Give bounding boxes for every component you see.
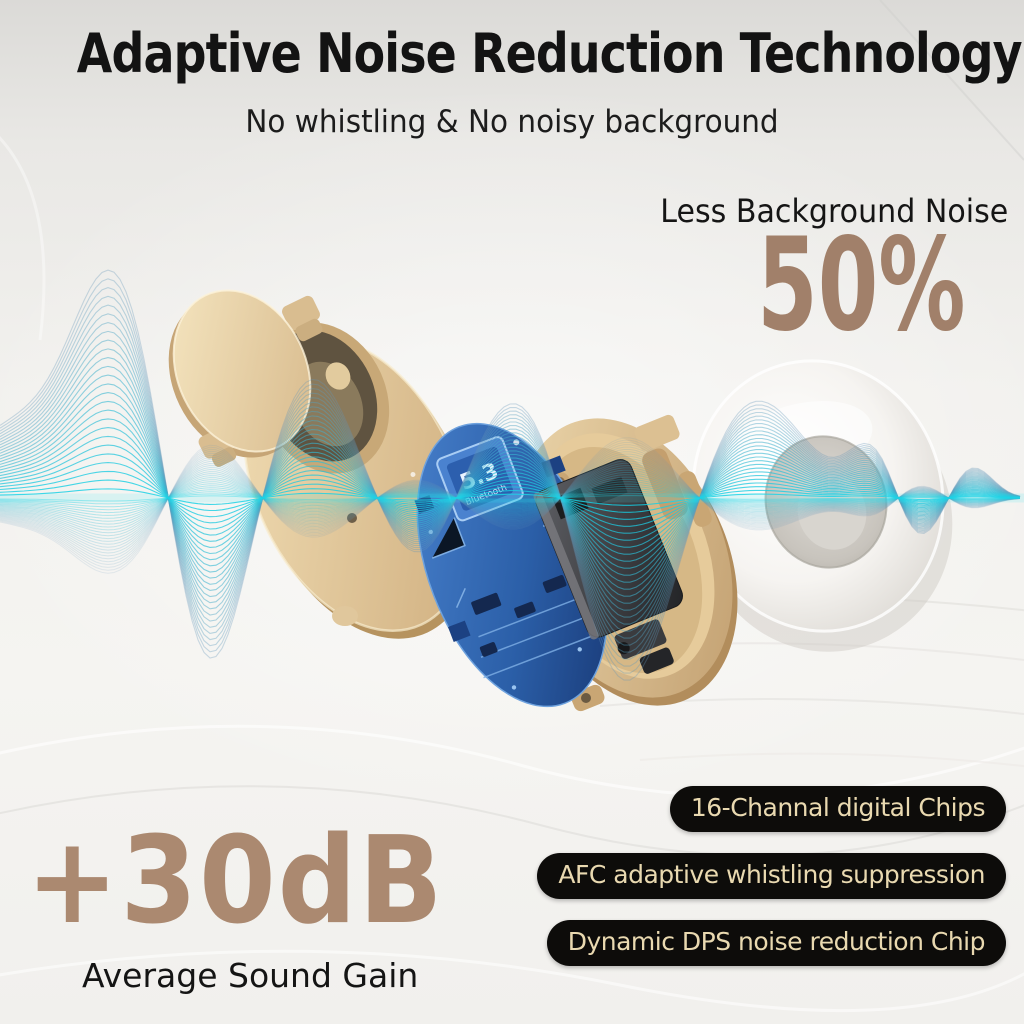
noise-stat-value: 50% [756,211,966,360]
feature-badge-channels: 16-Channal digital Chips [669,786,1006,832]
feature-badge-list: 16-Channal digital Chips AFC adaptive wh… [537,786,1006,966]
feature-badge-afc: AFC adaptive whistling suppression [537,853,1006,899]
page-title: Adaptive Noise Reduction Technology [76,22,1023,85]
sound-wave-mesh [0,269,1021,681]
gain-stat-label: Average Sound Gain [82,956,419,995]
hearing-aid-cap [168,289,323,467]
noise-stat-label: Less Background Noise [659,192,1008,230]
sound-gain-stat: +30dB Average Sound Gain [26,812,481,996]
noise-reduction-stat: Less Background Noise 50% [638,192,1008,350]
page-subtitle: No whistling & No noisy background [245,104,779,140]
feature-badge-dps: Dynamic DPS noise reduction Chip [546,920,1006,966]
gain-stat-value: +30dB [26,812,445,951]
